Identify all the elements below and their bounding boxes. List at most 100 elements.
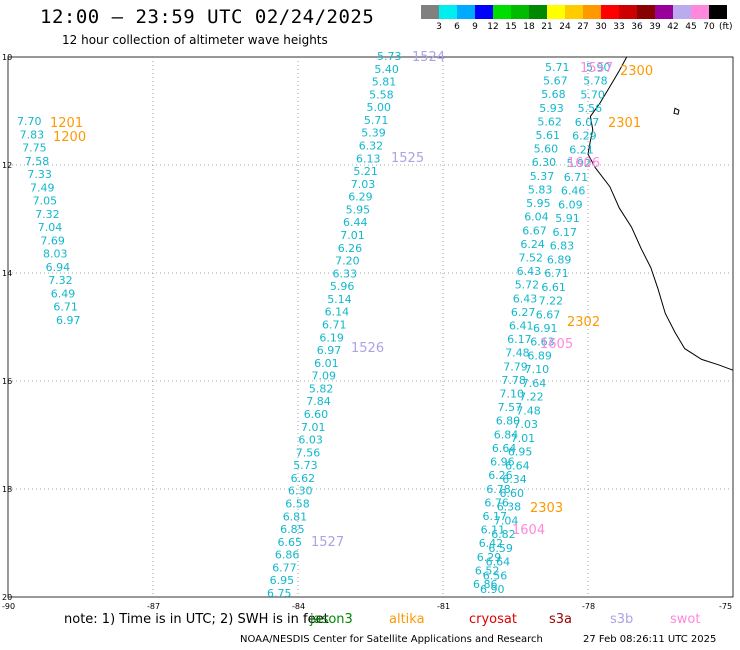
wave-height-value: 6.95 xyxy=(270,574,295,587)
pass-label: 2301 xyxy=(608,116,641,131)
wave-height-value: 6.56 xyxy=(483,569,508,582)
wave-height-value: 5.81 xyxy=(372,76,397,89)
colorbar-label: 24 xyxy=(559,22,571,32)
pass-label: 1527 xyxy=(311,535,344,550)
wave-height-value: 6.80 xyxy=(496,415,521,428)
pass-label: 1557 xyxy=(580,61,613,76)
wave-height-value: 5.95 xyxy=(526,197,551,210)
wave-height-value: 6.65 xyxy=(278,536,303,549)
wave-height-value: 7.22 xyxy=(519,391,544,404)
wave-height-value: 6.42 xyxy=(479,537,504,550)
wave-height-value: 5.90 xyxy=(586,61,611,74)
colorbar-swatch xyxy=(565,5,583,19)
wave-height-value: 5.40 xyxy=(374,63,399,76)
wave-height-value: 5.14 xyxy=(327,293,352,306)
wave-height-value: 7.79 xyxy=(503,360,528,373)
wave-height-value: 5.71 xyxy=(364,114,389,127)
wave-height-value: 7.57 xyxy=(498,401,522,414)
colorbar-label: 15 xyxy=(505,22,517,32)
wave-height-value: 7.69 xyxy=(40,234,65,247)
legend-swot: swot xyxy=(670,612,701,627)
wave-height-value: 7.32 xyxy=(48,274,72,287)
wave-height-value: 6.24 xyxy=(520,238,545,251)
wave-height-value: 6.58 xyxy=(285,498,310,511)
wave-height-value: 5.83 xyxy=(528,183,553,196)
wave-height-value: 7.04 xyxy=(38,221,63,234)
wave-height-value: 6.81 xyxy=(283,510,308,523)
wave-height-value: 6.78 xyxy=(486,483,511,496)
colorbar-label: 18 xyxy=(523,22,535,32)
wave-height-value: 6.63 xyxy=(530,336,555,349)
colorbar-swatch xyxy=(529,5,547,19)
wave-height-value: 6.86 xyxy=(473,578,498,591)
colorbar-label: 39 xyxy=(649,22,661,32)
wave-height-value: 6.03 xyxy=(298,434,323,447)
wave-height-value: 5.73 xyxy=(293,459,318,472)
wave-height-value: 6.30 xyxy=(288,485,313,498)
wave-height-value: 5.92 xyxy=(567,157,592,170)
colorbar-swatch xyxy=(673,5,691,19)
colorbar-swatch xyxy=(421,5,439,19)
wave-height-value: 7.05 xyxy=(33,195,58,208)
longitude-label: -84 xyxy=(292,602,305,611)
pass-label: 1525 xyxy=(391,151,424,166)
wave-height-value: 6.26 xyxy=(488,469,513,482)
wave-height-value: 7.33 xyxy=(27,168,52,181)
wave-height-value: 6.19 xyxy=(319,331,344,344)
colorbar-swatch xyxy=(583,5,601,19)
wave-height-value: 5.60 xyxy=(534,143,559,156)
wave-height-value: 6.62 xyxy=(291,472,316,485)
wave-height-value: 7.20 xyxy=(335,255,360,268)
wave-height-value: 7.58 xyxy=(25,155,50,168)
wave-height-value: 6.71 xyxy=(322,319,347,332)
wave-height-value: 6.17 xyxy=(507,333,531,346)
colorbar-label: 27 xyxy=(577,22,589,32)
wave-height-value: 6.85 xyxy=(280,523,305,536)
wave-height-value: 5.21 xyxy=(353,165,378,178)
wave-height-value: 5.71 xyxy=(545,61,570,74)
wave-height-value: 6.89 xyxy=(527,350,552,363)
wave-height-value: 6.67 xyxy=(536,308,561,321)
island-outline xyxy=(673,107,680,115)
longitude-label: -75 xyxy=(719,602,732,611)
wave-height-value: 6.64 xyxy=(505,459,529,472)
wave-height-value: 6.97 xyxy=(317,344,342,357)
wave-height-value: 5.96 xyxy=(330,280,355,293)
wave-height-value: 6.26 xyxy=(338,242,363,255)
wave-height-value: 6.01 xyxy=(314,357,339,370)
latitude-label: 18 xyxy=(2,485,12,494)
colorbar-label: 3 xyxy=(436,22,442,32)
wave-height-value: 7.22 xyxy=(539,295,564,308)
colorbar-label: 42 xyxy=(667,22,679,32)
colorbar-swatch xyxy=(457,5,475,19)
colorbar-swatch xyxy=(619,5,637,19)
wave-height-value: 6.33 xyxy=(333,267,358,280)
latitude-label: 12 xyxy=(2,161,12,170)
pass-label: 1606 xyxy=(567,156,600,171)
colorbar-swatch xyxy=(475,5,493,19)
longitude-label: -87 xyxy=(147,602,160,611)
wave-height-value: 7.10 xyxy=(500,388,525,401)
wave-height-value: 7.78 xyxy=(501,374,526,387)
colorbar-swatch xyxy=(493,5,511,19)
wave-height-value: 6.29 xyxy=(348,191,373,204)
wave-height-value: 5.72 xyxy=(515,279,540,292)
wave-height-value: 6.07 xyxy=(575,116,600,129)
wave-height-value: 6.71 xyxy=(544,267,569,280)
footer-note: note: 1) Time is in UTC; 2) SWH is in fe… xyxy=(64,612,329,627)
wave-height-value: 5.39 xyxy=(361,127,386,140)
colorbar-swatch xyxy=(439,5,457,19)
wave-height-value: 7.10 xyxy=(525,363,550,376)
legend-s3a: s3a xyxy=(549,612,573,627)
wave-height-value: 7.56 xyxy=(296,446,321,459)
wave-height-value: 6.94 xyxy=(46,261,71,274)
legend-altika: altika xyxy=(389,612,425,627)
latitude-label: 20 xyxy=(2,593,12,602)
coastline xyxy=(587,56,734,371)
wave-height-value: 6.17 xyxy=(553,226,578,239)
wave-height-value: 5.91 xyxy=(555,212,580,225)
legend-jason3: jason3 xyxy=(310,612,353,627)
pass-label: 1524 xyxy=(412,50,445,65)
wave-height-value: 6.29 xyxy=(572,130,597,143)
